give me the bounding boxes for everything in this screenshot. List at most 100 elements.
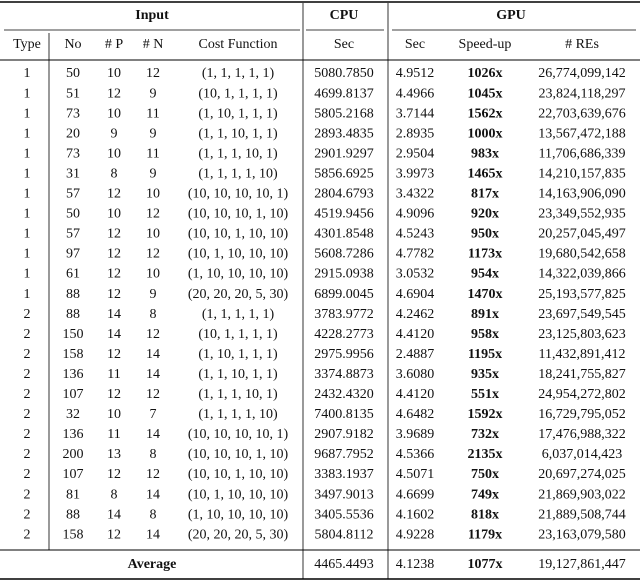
cell: 10 [107, 146, 121, 161]
cell: 2 [24, 407, 31, 422]
cell: 551x [471, 387, 499, 402]
cell: 3.7144 [396, 106, 435, 121]
cell: 9 [150, 287, 157, 302]
cell: 5856.6925 [314, 166, 374, 181]
cell: 935x [471, 367, 499, 382]
cell: 1026x [468, 66, 503, 81]
cell: 14 [107, 507, 121, 522]
cell: 2 [24, 307, 31, 322]
cell: 21,889,508,744 [538, 507, 626, 522]
cell: (20, 20, 20, 5, 30) [188, 287, 289, 302]
cell: 1562x [468, 106, 503, 121]
cell: 2 [24, 367, 31, 382]
cell: 13 [107, 447, 121, 462]
cell: 21,869,903,022 [538, 487, 626, 502]
cell: 7400.8135 [314, 407, 374, 422]
cell: 950x [471, 227, 499, 242]
cell: 19,680,542,658 [538, 247, 626, 262]
cell: 57 [66, 227, 80, 242]
cell: 17,476,988,322 [538, 427, 626, 442]
cell: 11,706,686,339 [539, 146, 626, 161]
cell: 1 [24, 166, 31, 181]
cell: (10, 1, 1, 1, 1) [198, 327, 278, 342]
cell: 23,824,118,297 [539, 86, 626, 101]
column-header: Sec [405, 37, 425, 52]
cell: 10 [107, 66, 121, 81]
cell: 891x [471, 307, 499, 322]
cell: 11,432,891,412 [539, 347, 626, 362]
cell: 12 [107, 347, 121, 362]
cell: 4.7782 [396, 247, 435, 262]
cell: 20 [66, 126, 80, 141]
cell: (1, 1, 10, 1, 1) [198, 126, 278, 141]
cell: 1 [24, 207, 31, 222]
cell: 2432.4320 [314, 387, 374, 402]
cell: 150 [63, 327, 84, 342]
cell: 20,257,045,497 [538, 227, 626, 242]
cell: 14 [107, 327, 121, 342]
cell: 3.0532 [396, 267, 435, 282]
cell: 818x [471, 507, 499, 522]
cell: (10, 1, 10, 10, 10) [188, 247, 289, 262]
cell: (1, 10, 10, 10, 10) [188, 507, 289, 522]
cell: 2.8935 [396, 126, 435, 141]
cell: 8 [150, 447, 157, 462]
cell: 1 [24, 126, 31, 141]
cell: 1470x [468, 287, 503, 302]
cell: 2915.0938 [314, 267, 374, 282]
cell: 18,241,755,827 [538, 367, 626, 382]
cell: 2 [24, 507, 31, 522]
cell: 2 [24, 327, 31, 342]
cell: 3.6080 [396, 367, 435, 382]
cell: 958x [471, 327, 499, 342]
cell: (10, 10, 10, 1, 10) [188, 207, 289, 222]
cell: 4.9096 [396, 207, 435, 222]
cell: 16,729,795,052 [538, 407, 626, 422]
group-header: Input [135, 8, 169, 23]
cell: 32 [66, 407, 80, 422]
cell: 4519.9456 [314, 207, 374, 222]
cell: 3374.8873 [314, 367, 374, 382]
cell: 4.4966 [396, 86, 435, 101]
cell: 2901.9297 [314, 146, 374, 161]
cell: 12 [146, 387, 160, 402]
cell: 1 [24, 267, 31, 282]
cell: 1045x [468, 86, 503, 101]
cell: 9 [111, 126, 118, 141]
cell: 88 [66, 287, 80, 302]
cell: 14,322,039,866 [538, 267, 626, 282]
cell: 1 [24, 86, 31, 101]
cell: (1, 10, 1, 1, 1) [198, 106, 278, 121]
cell: 750x [471, 467, 499, 482]
cell: 4.6699 [396, 487, 435, 502]
cell: 7 [150, 407, 157, 422]
cell: 2135x [468, 447, 503, 462]
cell: 12 [107, 467, 121, 482]
cell: 50 [66, 207, 80, 222]
cell: 31 [66, 166, 80, 181]
cell: (10, 10, 10, 10, 1) [188, 427, 289, 442]
cell: 749x [471, 487, 499, 502]
cell: 5804.8112 [315, 527, 374, 542]
cell: 12 [107, 86, 121, 101]
column-header: Cost Function [199, 37, 278, 52]
column-header: # N [143, 37, 164, 52]
cell: 12 [107, 247, 121, 262]
average-cell: 4465.4493 [314, 557, 374, 572]
cell: 1 [24, 187, 31, 202]
cell: 12 [146, 207, 160, 222]
cell: 4.5071 [396, 467, 435, 482]
cell: 4.4120 [396, 327, 435, 342]
cell: 4.4120 [396, 387, 435, 402]
average-cell: 4.1238 [396, 557, 435, 572]
column-header: Speed-up [459, 37, 512, 52]
cell: 11 [146, 106, 159, 121]
cell: 8 [150, 307, 157, 322]
cell: 1465x [468, 166, 503, 181]
cell: 12 [146, 327, 160, 342]
cell: 1173x [468, 247, 502, 262]
cell: 12 [107, 527, 121, 542]
cell: 136 [63, 367, 84, 382]
cell: (20, 20, 20, 5, 30) [188, 527, 289, 542]
